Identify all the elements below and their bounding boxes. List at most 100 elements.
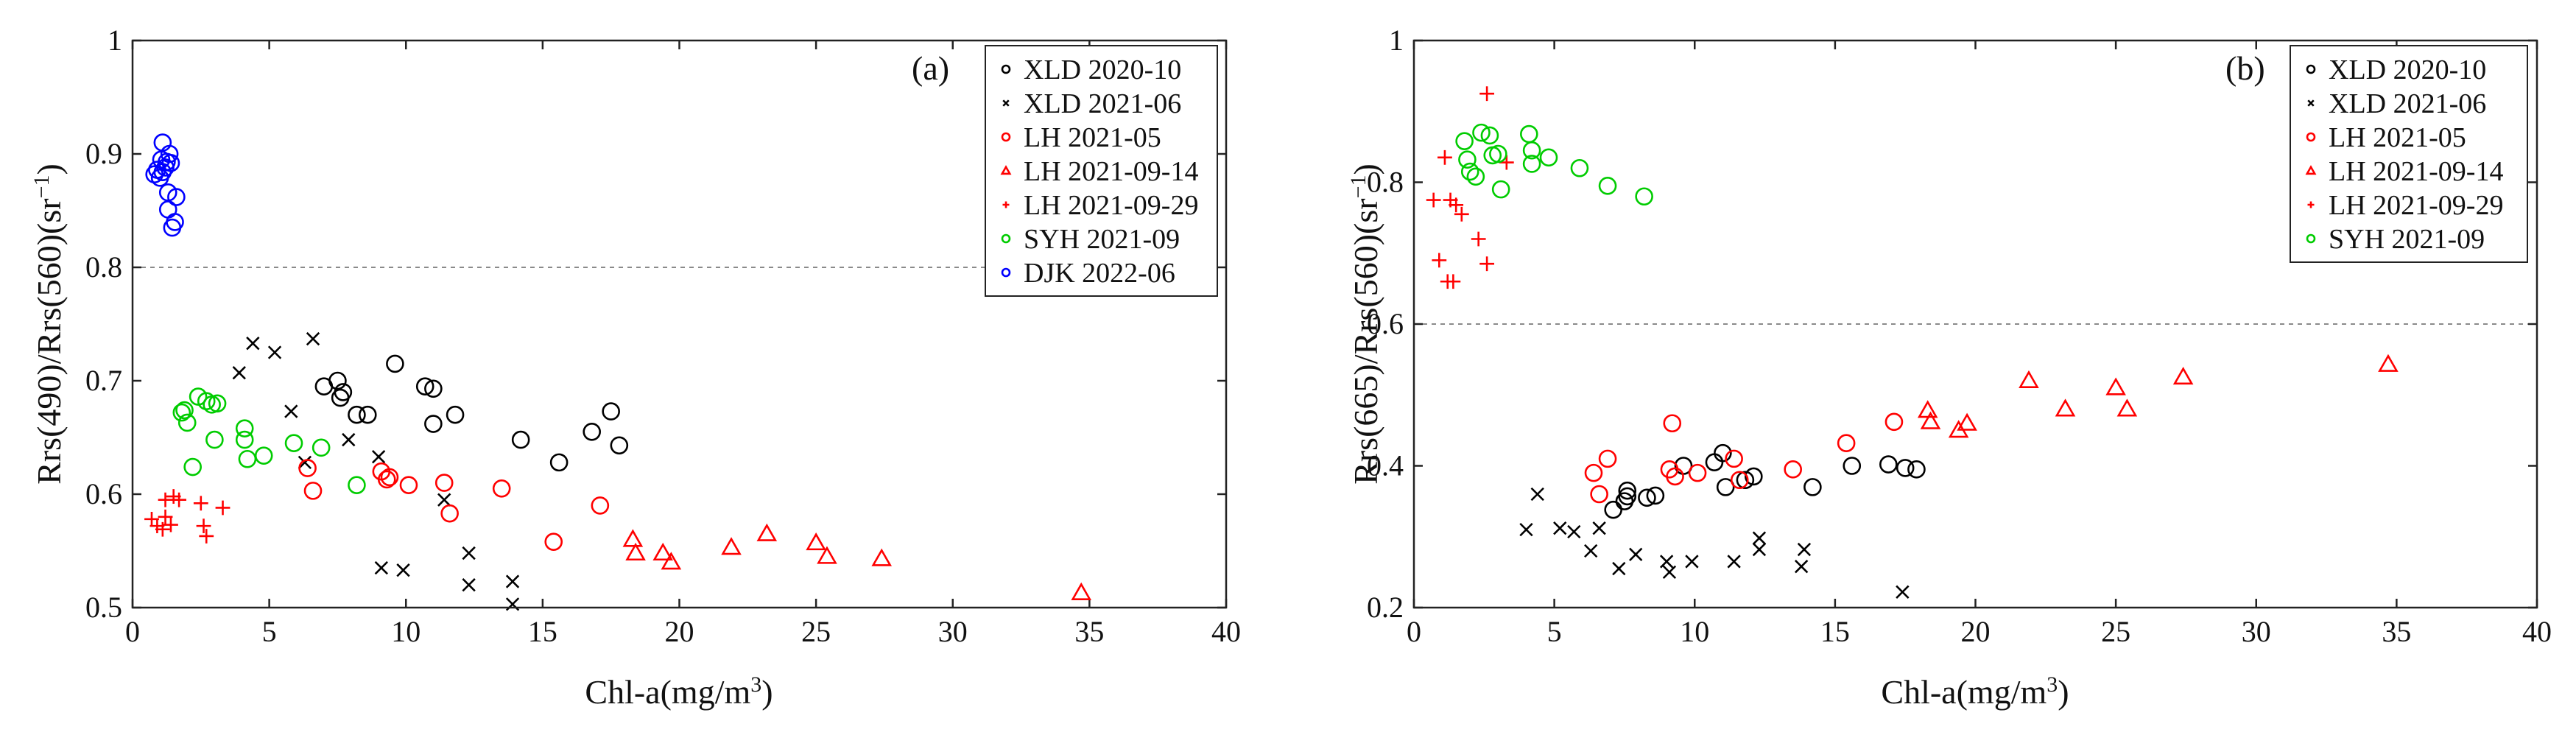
data-point <box>1803 478 1822 496</box>
data-point <box>2116 398 2138 417</box>
data-point <box>1530 487 1544 502</box>
data-point <box>1784 460 1802 479</box>
data-point <box>2019 370 2039 388</box>
legend-marker-xld-2021-06 <box>1002 99 1010 107</box>
data-point <box>415 377 434 396</box>
data-point <box>380 468 399 487</box>
data-point <box>622 529 644 547</box>
data-point <box>462 578 476 592</box>
pb-xtick-label: 25 <box>2101 615 2130 648</box>
data-point <box>2105 377 2126 395</box>
pa-xtick-label: 25 <box>801 615 831 648</box>
data-point <box>1592 521 1606 535</box>
data-point <box>591 496 610 515</box>
data-point <box>1466 167 1485 186</box>
data-point <box>158 492 173 507</box>
data-point <box>505 574 520 588</box>
legend-marker-lh-2021-09-29 <box>2307 201 2315 208</box>
data-point <box>424 415 443 433</box>
data-point <box>756 523 778 541</box>
data-point <box>298 455 312 470</box>
data-point <box>583 422 602 441</box>
pa-ytick-label: 0.9 <box>85 137 122 170</box>
pa-series-lh-2021-09-29 <box>144 489 230 544</box>
data-point <box>306 331 320 346</box>
pa-xtick-label: 40 <box>1211 615 1241 648</box>
data-point <box>1896 459 1915 477</box>
data-point <box>267 345 282 359</box>
legend-label-lh-2021-05: LH 2021-05 <box>1024 122 1161 153</box>
data-point <box>208 394 227 413</box>
data-point <box>1449 197 1464 213</box>
legend-marker-xld-2021-06 <box>2307 99 2315 107</box>
legend-label-lh-2021-09-14: LH 2021-09-14 <box>1024 156 1198 187</box>
legend-label-syh-2021-09: SYH 2021-09 <box>1024 224 1180 255</box>
data-point <box>1539 148 1558 167</box>
data-point <box>424 379 443 398</box>
data-point <box>1727 555 1741 569</box>
legend-label-xld-2020-10: XLD 2020-10 <box>2329 54 2486 85</box>
pa-ytick-label: 1 <box>108 24 122 57</box>
panel-a-frame <box>131 39 1228 609</box>
data-point <box>199 529 214 544</box>
data-point <box>1570 158 1589 177</box>
data-point <box>1629 547 1643 561</box>
pa-series-xld-2021-06 <box>232 331 520 611</box>
data-point <box>284 404 298 418</box>
data-point <box>167 188 186 206</box>
pa-series-xld-2020-10 <box>314 354 629 472</box>
pa-ytick-label: 0.7 <box>85 364 122 397</box>
data-point <box>1752 531 1767 545</box>
pb-xtick-label: 40 <box>2522 615 2552 648</box>
data-point <box>817 546 837 564</box>
data-point <box>1472 123 1491 142</box>
data-point <box>348 476 366 494</box>
data-point <box>396 563 410 577</box>
data-point <box>602 402 620 421</box>
data-point <box>1522 155 1541 173</box>
legend-label-lh-2021-05: LH 2021-05 <box>2329 122 2466 153</box>
legend-marker-xld-2020-10 <box>2306 64 2316 74</box>
data-point <box>235 419 254 437</box>
pb-ytick-label: 0.6 <box>1367 307 1404 340</box>
data-point <box>358 405 377 424</box>
data-point <box>1745 467 1763 486</box>
data-point <box>193 496 208 511</box>
data-point <box>1499 155 1514 170</box>
data-point <box>1659 555 1674 569</box>
data-point <box>1598 449 1617 468</box>
pb-ytick-label: 0.4 <box>1367 449 1404 482</box>
data-point <box>1426 192 1441 208</box>
pb-xtick-label: 30 <box>2242 615 2271 648</box>
data-point <box>328 371 347 390</box>
pb-series-xld-2021-06 <box>1519 487 1910 599</box>
data-point <box>1432 253 1447 268</box>
data-point <box>177 413 197 432</box>
pa-xtick-label: 30 <box>938 615 968 648</box>
data-point <box>434 474 454 492</box>
data-point <box>196 518 211 534</box>
data-point <box>1618 481 1637 500</box>
data-point <box>377 470 396 489</box>
pb-series-lh-2021-05 <box>1584 412 1904 504</box>
data-point <box>1885 412 1904 432</box>
pb-ytick-label: 0.8 <box>1367 166 1404 199</box>
data-point <box>166 213 184 231</box>
data-point <box>492 479 511 498</box>
data-point <box>1843 457 1862 475</box>
data-point <box>1567 524 1581 539</box>
data-point <box>183 457 202 476</box>
data-point <box>1584 463 1603 482</box>
data-point <box>348 405 366 424</box>
data-point <box>1725 449 1743 468</box>
data-point <box>806 532 826 551</box>
pa-xtick-label: 0 <box>125 615 140 648</box>
data-point <box>1590 485 1608 504</box>
data-point <box>235 430 254 449</box>
data-point <box>511 430 530 449</box>
data-point <box>1479 86 1495 102</box>
data-point <box>205 430 224 449</box>
data-point <box>1736 471 1755 490</box>
data-point <box>1491 180 1510 199</box>
